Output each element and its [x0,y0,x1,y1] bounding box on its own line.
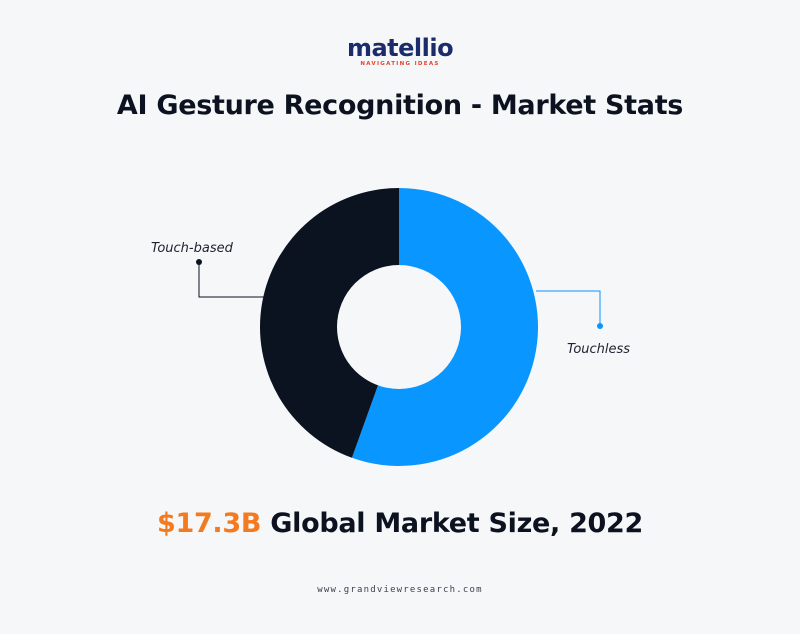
market-size-stat: $17.3B Global Market Size, 2022 [0,508,800,539]
label-touch-based: Touch-based [151,241,234,256]
logo-wordmark: matellio [346,34,454,62]
label-touchless: Touchless [567,342,630,357]
market-size-label: Global Market Size, 2022 [270,508,644,539]
slice-touch-based [260,188,399,458]
logo: matellio NAVIGATING IDEAS [0,36,800,68]
market-size-value: $17.3B [156,508,262,539]
touch-based-leader-dot [196,259,202,265]
chart-title: AI Gesture Recognition - Market Stats [116,90,684,121]
touchless-leader-dot [597,323,603,329]
touchless-leader-line [536,290,601,325]
logo-tagline: NAVIGATING IDEAS [360,61,440,67]
source-url: www.grandviewresearch.com [317,585,483,595]
donut-hole [337,265,461,389]
touch-based-leader-line [198,263,264,298]
